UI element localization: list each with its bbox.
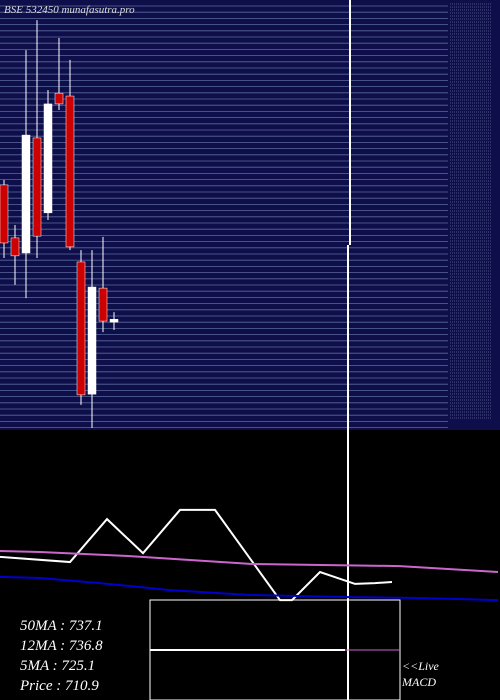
series-line [0,549,499,574]
series-line [0,508,393,602]
stat: 50MA : 737.1 [20,618,103,634]
candle-body [54,92,64,105]
candle-body [87,286,97,395]
candle-body [43,103,53,214]
chart-title: BSE 532450 munafasutra.pro [4,4,135,16]
stat: Price : 710.9 [19,678,99,694]
candle-body [76,261,86,396]
stat: 5MA : 725.1 [20,658,95,674]
candle-body [21,134,31,254]
candle-body [65,95,75,248]
live-label: <<Live [402,659,440,673]
live-label: MACD [401,675,436,689]
stat: 12MA : 736.8 [20,638,103,654]
series-line [0,575,499,602]
candle-body [10,237,20,257]
candle-body [98,287,108,322]
candle-body [109,319,119,323]
candle-body [0,184,9,244]
candle-body [32,137,42,237]
